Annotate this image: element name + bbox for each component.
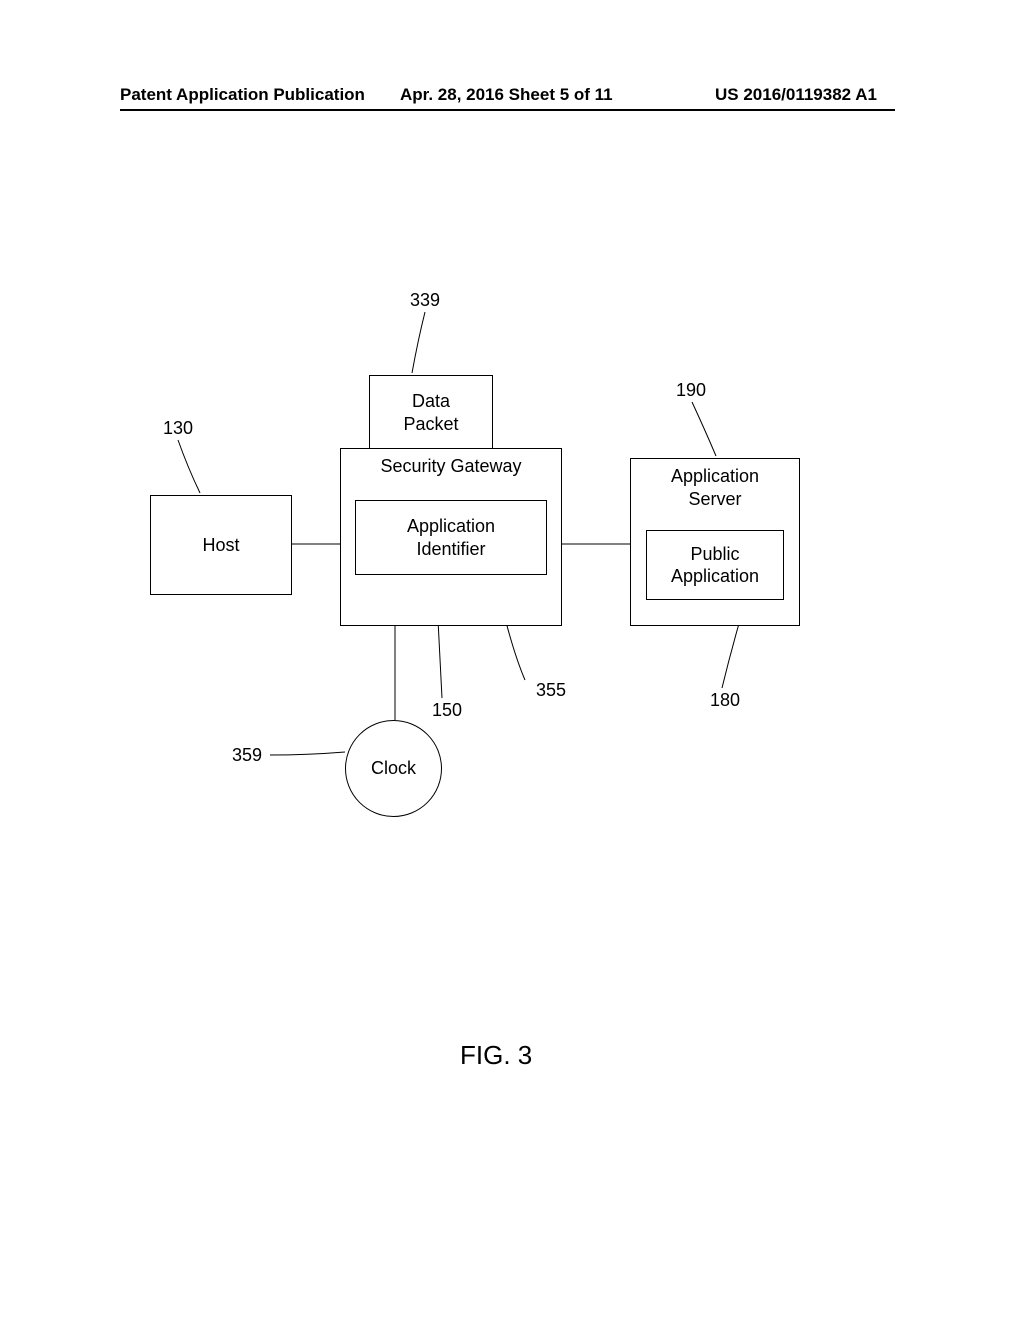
header-right: US 2016/0119382 A1 [715,85,877,105]
ref-355: 355 [536,680,566,701]
diagram-lines [0,0,1024,1320]
lead-130 [178,440,200,493]
lead-180 [722,620,740,688]
lead-150 [438,620,442,698]
header-center: Apr. 28, 2016 Sheet 5 of 11 [400,85,613,105]
lead-359 [270,752,345,755]
figure-caption: FIG. 3 [460,1040,532,1071]
ref-339: 339 [410,290,440,311]
ref-130: 130 [163,418,193,439]
lead-339 [412,312,425,373]
application-identifier-box: Application Identifier [355,500,547,575]
security-gateway-title: Security Gateway [380,455,521,478]
ref-190: 190 [676,380,706,401]
clock-circle: Clock [345,720,442,817]
ref-180: 180 [710,690,740,711]
ref-359: 359 [232,745,262,766]
lead-190 [692,402,716,456]
data-packet-box: Data Packet [369,375,493,450]
public-application-box: Public Application [646,530,784,600]
application-server-title: Application Server [671,465,759,510]
host-box: Host [150,495,292,595]
page-root: Patent Application Publication Apr. 28, … [0,0,1024,1320]
header-rule [120,109,895,111]
header-left: Patent Application Publication [120,85,365,105]
ref-150: 150 [432,700,462,721]
